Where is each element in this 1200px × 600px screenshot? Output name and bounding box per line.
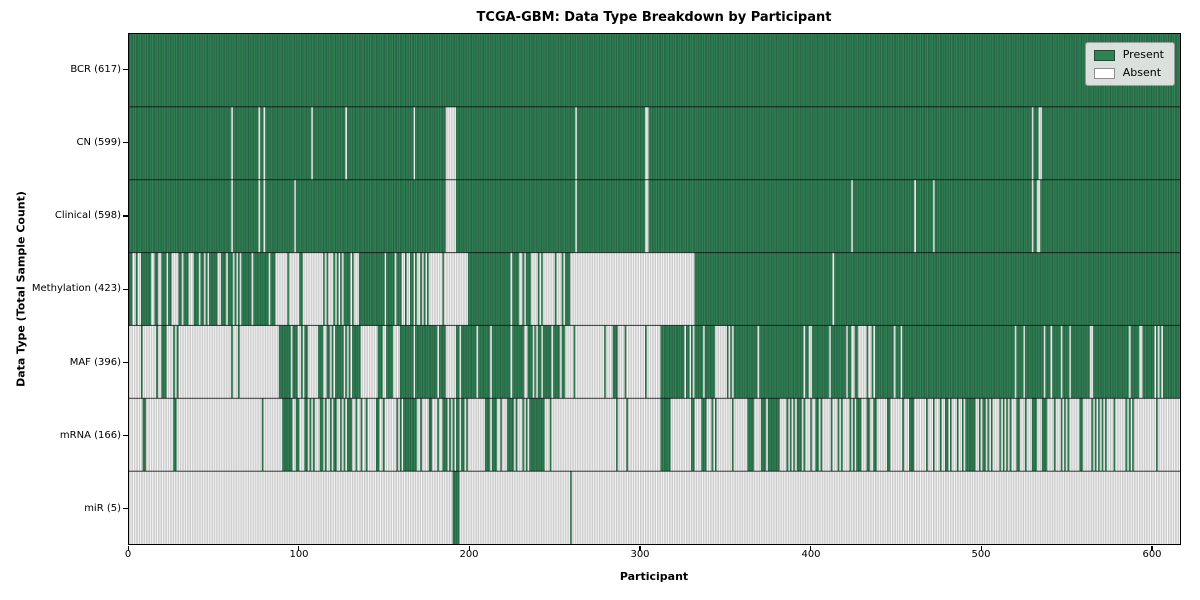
x-tick-label-500: 500 bbox=[971, 549, 991, 560]
x-tick-label-100: 100 bbox=[289, 549, 309, 560]
legend-label-absent: Absent bbox=[1122, 66, 1162, 79]
x-tick-mark bbox=[980, 546, 982, 551]
x-tick-label-600: 600 bbox=[1142, 549, 1162, 560]
y-tick-label-cn: CN (599) bbox=[76, 137, 121, 148]
y-tick-label-maf: MAF (396) bbox=[69, 357, 121, 368]
y-tick-label-bcr: BCR (617) bbox=[70, 64, 121, 75]
heatmap-canvas bbox=[129, 34, 1180, 544]
y-tick-mark bbox=[123, 288, 128, 290]
legend: Present Absent bbox=[1084, 42, 1175, 86]
x-axis-label: Participant bbox=[619, 570, 689, 583]
x-tick-mark bbox=[298, 546, 300, 551]
x-tick-mark bbox=[810, 546, 812, 551]
y-tick-mark bbox=[123, 69, 128, 71]
y-tick-mark bbox=[123, 434, 128, 436]
legend-label-present: Present bbox=[1122, 48, 1164, 61]
chart-title: TCGA-GBM: Data Type Breakdown by Partici… bbox=[476, 10, 832, 25]
x-tick-mark bbox=[639, 546, 641, 551]
y-tick-mark bbox=[123, 507, 128, 510]
y-tick-label-mrna: mRNA (166) bbox=[59, 430, 121, 441]
y-tick-label-methylation: Methylation (423) bbox=[31, 283, 121, 294]
y-tick-label-mir: miR (5) bbox=[84, 503, 121, 514]
x-tick-label-400: 400 bbox=[801, 549, 821, 560]
x-tick-mark bbox=[127, 546, 129, 551]
plot-area: Present Absent bbox=[128, 33, 1181, 545]
y-tick-mark bbox=[123, 142, 128, 144]
legend-item-absent: Absent bbox=[1093, 66, 1164, 79]
x-tick-label-300: 300 bbox=[630, 549, 650, 560]
x-tick-label-0: 0 bbox=[124, 549, 132, 560]
x-tick-mark bbox=[468, 546, 471, 551]
y-tick-mark bbox=[123, 215, 128, 217]
x-tick-label-200: 200 bbox=[459, 549, 479, 560]
x-tick-mark bbox=[1151, 546, 1153, 551]
absent-swatch bbox=[1093, 67, 1115, 79]
y-tick-mark bbox=[123, 361, 128, 363]
legend-item-present: Present bbox=[1093, 48, 1164, 61]
present-swatch bbox=[1093, 49, 1115, 61]
y-tick-label-clinical: Clinical (598) bbox=[54, 210, 121, 221]
